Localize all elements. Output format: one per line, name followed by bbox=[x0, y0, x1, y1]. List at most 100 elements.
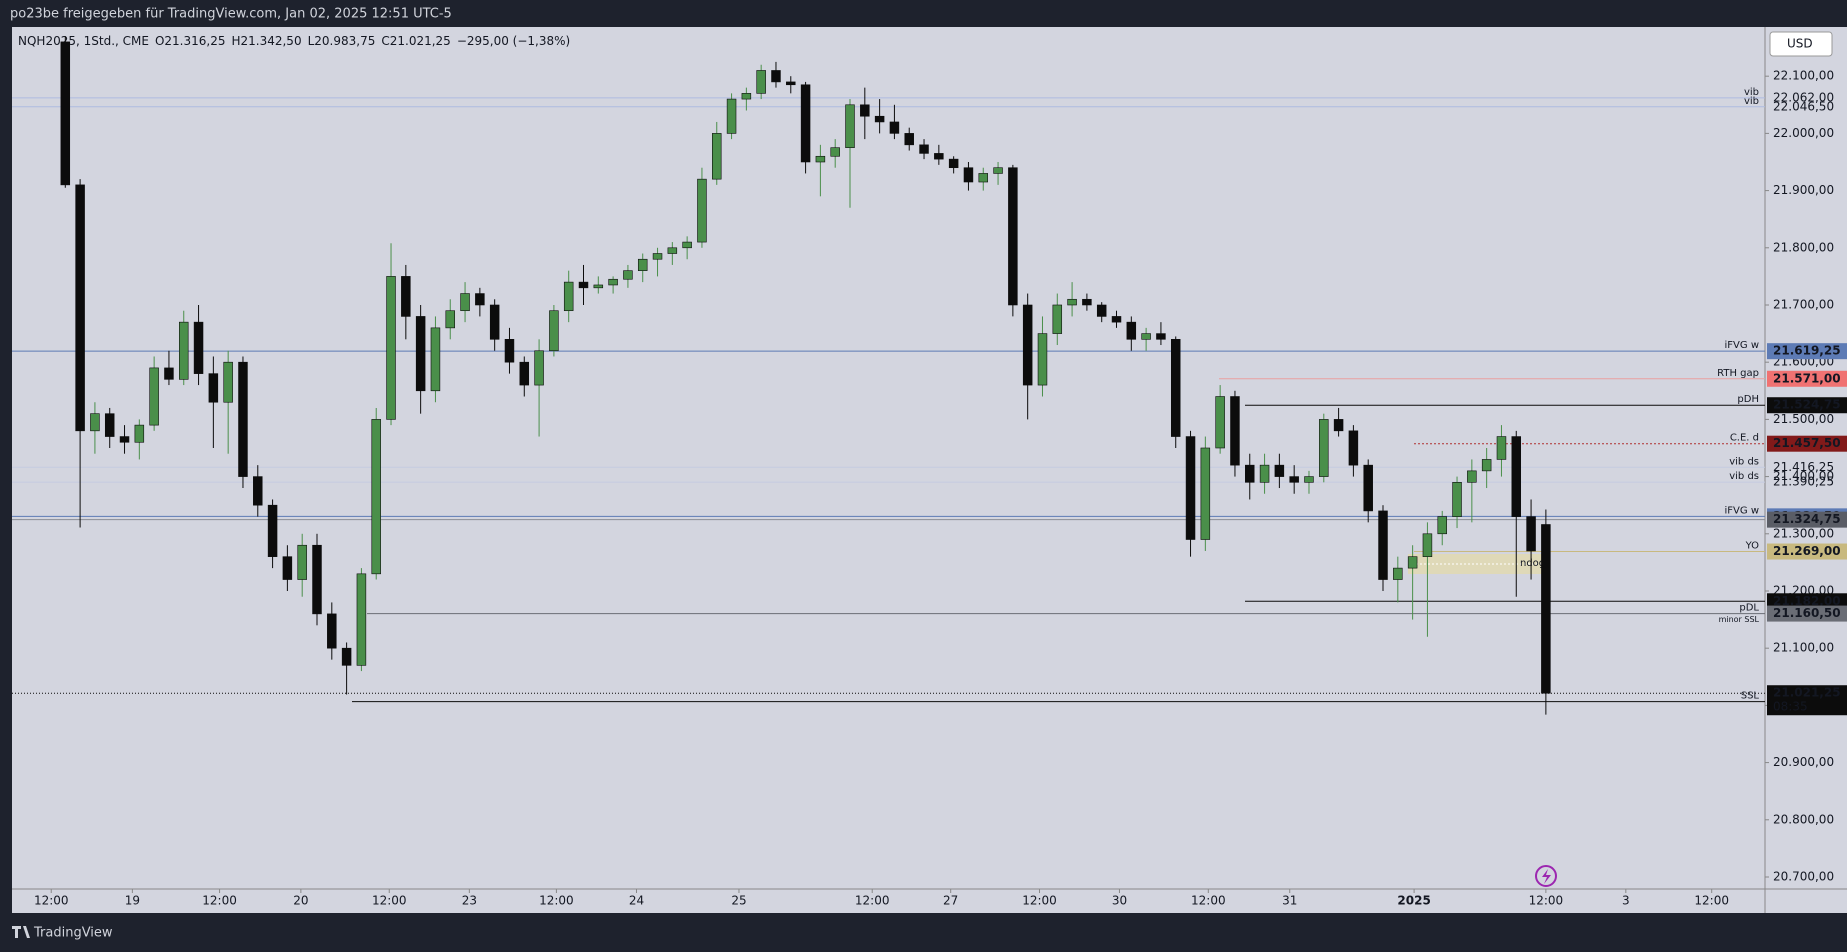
alert-bolt bbox=[1542, 869, 1551, 884]
level-label: 21.160,50 bbox=[1773, 606, 1841, 620]
x-tick-label: 3 bbox=[1622, 894, 1630, 908]
candle-body bbox=[149, 367, 159, 426]
y-tick-label: 22.000,00 bbox=[1773, 126, 1834, 140]
candle-body bbox=[1022, 304, 1033, 386]
candle-body bbox=[978, 173, 988, 183]
high: H21.342,50 bbox=[231, 34, 301, 48]
candle-body bbox=[948, 158, 959, 169]
level-label: 21.457,50 bbox=[1773, 436, 1841, 450]
y-tick-label: 21.300,00 bbox=[1773, 526, 1834, 540]
candle-body bbox=[1407, 556, 1418, 569]
level-name: vib ds bbox=[1729, 456, 1759, 467]
candle-body bbox=[253, 476, 263, 506]
candle-body bbox=[578, 281, 589, 289]
close: C21.021,25 bbox=[381, 34, 450, 48]
candle-body bbox=[593, 284, 604, 289]
candle-body bbox=[489, 304, 500, 340]
candle-body bbox=[963, 167, 974, 183]
level-label-box bbox=[1767, 435, 1847, 452]
candle-body bbox=[297, 544, 307, 580]
candle-body bbox=[534, 350, 544, 386]
header: po23be freigegeben für TradingView.com, … bbox=[10, 7, 452, 22]
alert-icon[interactable] bbox=[1535, 865, 1557, 887]
candle-body bbox=[134, 424, 145, 443]
candle-body bbox=[1259, 464, 1270, 483]
candle-body bbox=[341, 647, 352, 666]
level-label: 21.269,00 bbox=[1773, 544, 1841, 558]
candle-body bbox=[430, 327, 441, 392]
candle-body bbox=[90, 413, 100, 432]
level-label: 21.619,25 bbox=[1773, 344, 1841, 358]
level-name: SSL bbox=[1741, 691, 1760, 702]
y-tick-label: 20.900,00 bbox=[1773, 755, 1834, 769]
candle-body bbox=[519, 361, 530, 386]
candle-body bbox=[1319, 419, 1329, 477]
x-tick-label: 12:00 bbox=[539, 894, 574, 908]
candle-body bbox=[1452, 482, 1462, 517]
candle-body bbox=[800, 84, 811, 163]
level-name: iFVG w bbox=[1725, 505, 1759, 516]
candle-body bbox=[608, 278, 618, 286]
plot-area bbox=[12, 27, 1847, 913]
low: L20.983,75 bbox=[308, 34, 376, 48]
candle-body bbox=[1481, 459, 1492, 472]
candle-body bbox=[652, 253, 663, 260]
plot bbox=[12, 36, 1765, 715]
candle-body bbox=[1037, 333, 1048, 386]
candle-body bbox=[1422, 533, 1433, 557]
open: O21.316,25 bbox=[155, 34, 226, 48]
level-label-box bbox=[1767, 397, 1847, 414]
candle-body bbox=[1289, 476, 1299, 483]
candle-body bbox=[1304, 476, 1314, 483]
candle-body bbox=[623, 270, 633, 280]
axes: 20.700,0020.800,0020.900,0021.000,0021.1… bbox=[34, 69, 1847, 908]
level-label: 21.524,75 bbox=[1773, 398, 1841, 412]
last-price-label: 21.021,25 bbox=[1773, 686, 1841, 700]
candle-body bbox=[1096, 304, 1107, 317]
candle-body bbox=[934, 153, 944, 160]
currency-button[interactable] bbox=[1769, 31, 1833, 57]
level-label: 21.571,00 bbox=[1773, 371, 1841, 385]
level-name: vib ds bbox=[1729, 471, 1759, 482]
x-tick-label: 12:00 bbox=[855, 894, 890, 908]
candle-body bbox=[356, 573, 367, 666]
candle-body bbox=[756, 70, 766, 94]
candle-body bbox=[549, 310, 559, 352]
y-tick-label: 22.100,00 bbox=[1773, 69, 1834, 83]
candle-body bbox=[1067, 298, 1077, 306]
level-name: pDH bbox=[1737, 394, 1759, 405]
level-label-box bbox=[1767, 370, 1847, 387]
candle-body bbox=[193, 321, 204, 374]
level-name: iFVG w bbox=[1725, 340, 1759, 351]
level-name: vib bbox=[1744, 87, 1759, 98]
candle-body bbox=[223, 361, 233, 403]
level-label: 22.046,50 bbox=[1773, 99, 1834, 113]
candle-body bbox=[1363, 464, 1373, 512]
candle-body bbox=[371, 419, 381, 575]
candle-body bbox=[504, 339, 515, 363]
annotation: ndog bbox=[1520, 558, 1545, 569]
candle-body bbox=[1496, 436, 1507, 460]
candle-body bbox=[327, 613, 337, 649]
candle-body bbox=[267, 504, 278, 557]
x-tick-label: 27 bbox=[943, 894, 958, 908]
y-tick-label: 20.700,00 bbox=[1773, 869, 1834, 883]
candle-body bbox=[1333, 419, 1344, 432]
candle-body bbox=[238, 361, 248, 477]
last-price-box bbox=[1767, 685, 1847, 716]
candle-body bbox=[637, 258, 648, 271]
candle-body bbox=[460, 293, 470, 312]
currency[interactable]: USD bbox=[1787, 37, 1813, 51]
candle-body bbox=[1437, 516, 1447, 535]
candle-body bbox=[164, 367, 174, 380]
candle-body bbox=[682, 241, 692, 249]
candle-body bbox=[845, 104, 855, 148]
candle-body bbox=[445, 310, 455, 329]
level-note: minor SSL bbox=[1719, 615, 1760, 624]
y-tick-label: 21.100,00 bbox=[1773, 641, 1834, 655]
level-name: RTH gap bbox=[1717, 368, 1759, 379]
level-name: YO bbox=[1745, 541, 1760, 552]
candle-body bbox=[1200, 447, 1211, 540]
candle-body bbox=[1467, 470, 1477, 483]
